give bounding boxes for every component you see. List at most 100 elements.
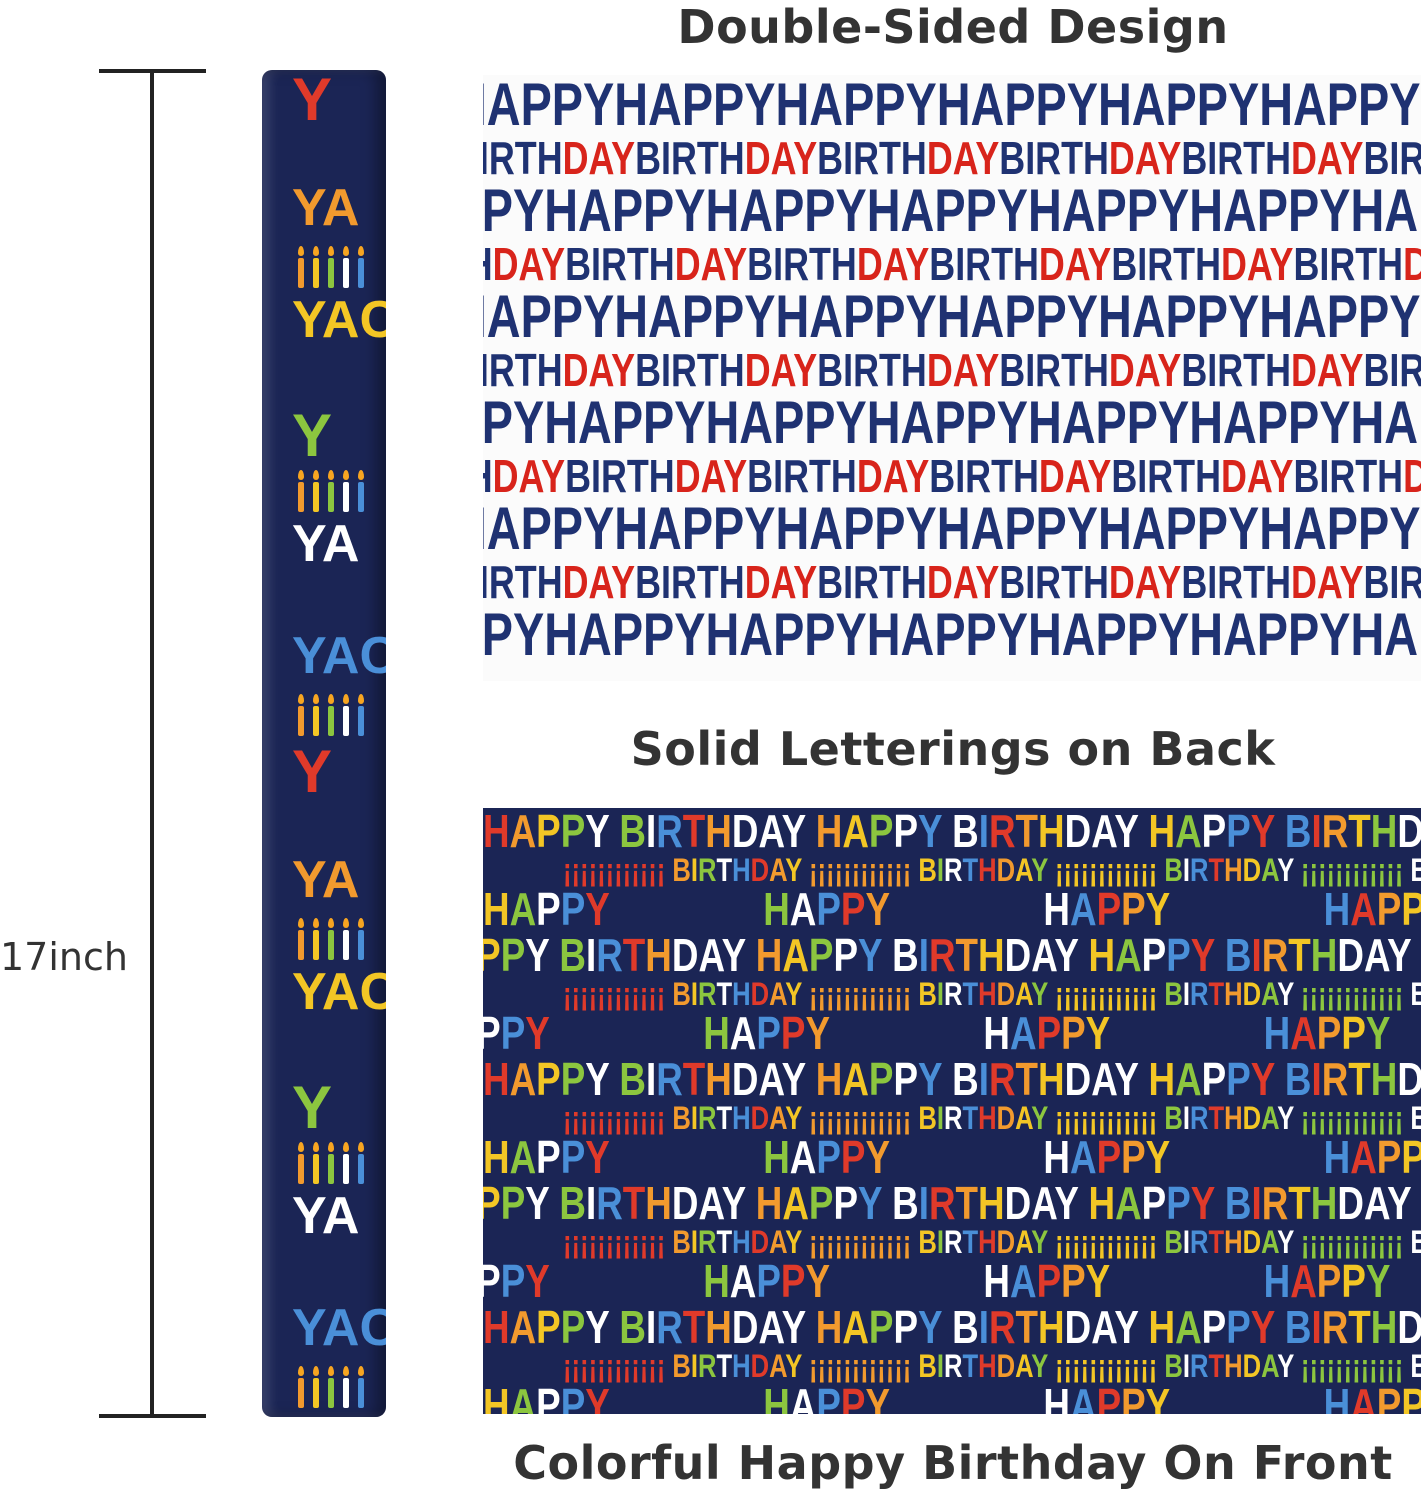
- word-happy: HAPPY: [763, 883, 891, 935]
- flame-icon: [313, 1366, 319, 1376]
- word-day: DAY: [1038, 238, 1112, 290]
- word-happy: HAPPY: [1259, 283, 1421, 350]
- happy-birthday-row: HAPPY BIRTHDAY HAPPY BIRTHDAY HAPPY BIRT…: [483, 1177, 1411, 1229]
- word-happy: HAPPY: [1148, 808, 1275, 857]
- birthday-row: BIRTHDAYBIRTHDAYBIRTHDAYBIRTHDAYBIRTHDAY…: [483, 556, 1421, 608]
- flame-icon: [328, 694, 334, 704]
- word-day: DAY: [562, 344, 636, 396]
- word-happy: HAPPY: [1088, 929, 1215, 981]
- flame-icon: [343, 1142, 349, 1152]
- word-birthday: BIRTHDAY: [918, 976, 1048, 1012]
- flame-icon: [313, 918, 319, 928]
- candle-icon: [328, 482, 334, 512]
- happy-birthday-row: HAPPY BIRTHDAY HAPPY BIRTHDAY HAPPY BIRT…: [483, 808, 1421, 857]
- word-day: DAY: [856, 450, 930, 502]
- word-happy: HAPPY: [1097, 75, 1260, 138]
- word-day: DAY: [1403, 238, 1421, 290]
- measurement-label: 17inch: [0, 935, 128, 979]
- word-happy: HAPPY: [815, 1301, 942, 1353]
- word-birthday: BIRTHDAY: [1410, 976, 1421, 1012]
- flame-icon: [328, 1366, 334, 1376]
- word-happy: HAPPY: [775, 75, 937, 138]
- word-birth: BIRTH: [1111, 450, 1222, 502]
- candle-icon: [298, 482, 304, 512]
- word-day: DAY: [562, 556, 636, 608]
- word-birth: BIRTH: [565, 450, 675, 502]
- word-happy: HAPPY: [1259, 495, 1421, 562]
- word-birthday: BIRTHDAY: [1284, 1053, 1421, 1105]
- word-birth: BIRTH: [483, 344, 563, 396]
- word-birthday: BIRTHDAY: [619, 1053, 806, 1105]
- flame-icon: [358, 1366, 364, 1376]
- flame-icon: [328, 1142, 334, 1152]
- word-birthday: BIRTHDAY: [918, 1224, 1048, 1260]
- roll-letters: YAC: [292, 627, 386, 685]
- candle-icon: [313, 1378, 319, 1408]
- word-happy: HAPPY: [936, 283, 1098, 350]
- flame-icon: [298, 470, 304, 480]
- flame-icon: [358, 918, 364, 928]
- candles: ¡¡¡¡¡¡¡¡¡¡¡¡: [808, 976, 912, 1012]
- word-birthday: BIRTHDAY: [1410, 1100, 1421, 1136]
- word-day: DAY: [1038, 450, 1112, 502]
- word-happy: HAPPY: [614, 283, 776, 350]
- candle-icon: [313, 1154, 319, 1184]
- candles: ¡¡¡¡¡¡¡¡¡¡¡¡: [563, 1100, 666, 1136]
- word-happy: HAPPY: [1263, 1007, 1391, 1059]
- word-day: DAY: [492, 450, 566, 502]
- word-day: DAY: [1108, 344, 1182, 396]
- candle-icon: [358, 258, 364, 288]
- word-day: DAY: [926, 344, 1000, 396]
- word-birth: BIRTH: [1181, 132, 1292, 184]
- roll-letters: YA: [292, 851, 360, 909]
- word-birthday: BIRTHDAY: [619, 808, 806, 857]
- candles: ¡¡¡¡¡¡¡¡¡¡¡¡: [808, 852, 912, 888]
- word-happy: HAPPY: [1189, 177, 1351, 244]
- word-happy: HAPPY: [483, 1177, 550, 1229]
- word-happy: HAPPY: [1088, 1177, 1215, 1229]
- happy-row: HAPPY HAPPY HAPPY HAPPY: [483, 1134, 1421, 1180]
- word-happy: HAPPY: [775, 283, 937, 350]
- word-happy: HAPPY: [1323, 1131, 1421, 1183]
- candles: ¡¡¡¡¡¡¡¡¡¡¡¡: [1054, 1100, 1158, 1136]
- word-happy: HAPPY: [483, 1007, 550, 1059]
- candle-icon: [298, 258, 304, 288]
- word-birthday: BIRTHDAY: [1410, 1224, 1421, 1260]
- word-birthday: BIRTHDAY: [918, 1348, 1048, 1384]
- word-birthday: BIRTHDAY: [1164, 1224, 1294, 1260]
- happy-row: HAPPY HAPPY HAPPY HAPPY: [483, 1382, 1421, 1414]
- word-happy: HAPPY: [983, 1007, 1111, 1059]
- candles-birthday-row: ¡¡¡¡¡¡¡¡¡¡¡¡ BIRTHDAY ¡¡¡¡¡¡¡¡¡¡¡¡ BIRTH…: [563, 1224, 1421, 1260]
- word-birth: BIRTH: [1363, 556, 1421, 608]
- candle-icon: [328, 706, 334, 736]
- birthday-row: BIRTHDAYBIRTHDAYBIRTHDAYBIRTHDAYBIRTHDAY…: [483, 450, 1421, 502]
- word-day: DAY: [1108, 132, 1182, 184]
- word-day: DAY: [1403, 450, 1421, 502]
- word-happy: HAPPY: [483, 1255, 550, 1307]
- candle-icon: [358, 706, 364, 736]
- word-day: DAY: [1291, 556, 1364, 608]
- word-birthday: BIRTHDAY: [1284, 808, 1421, 857]
- flame-icon: [298, 246, 304, 256]
- word-day: DAY: [926, 132, 1000, 184]
- word-birth: BIRTH: [817, 132, 927, 184]
- word-birthday: BIRTHDAY: [1164, 852, 1294, 888]
- candles-birthday-row: ¡¡¡¡¡¡¡¡¡¡¡¡ BIRTHDAY ¡¡¡¡¡¡¡¡¡¡¡¡ BIRTH…: [563, 1348, 1421, 1384]
- candle-icon: [298, 930, 304, 960]
- word-happy: HAPPY: [483, 883, 610, 935]
- candles: ¡¡¡¡¡¡¡¡¡¡¡¡: [808, 1348, 912, 1384]
- word-happy: HAPPY: [483, 389, 545, 456]
- word-birthday: BIRTHDAY: [918, 1100, 1048, 1136]
- word-birthday: BIRTHDAY: [672, 976, 802, 1012]
- candles: ¡¡¡¡¡¡¡¡¡¡¡¡: [1300, 1100, 1404, 1136]
- word-birthday: BIRTHDAY: [892, 1177, 1079, 1229]
- candles-birthday-row: ¡¡¡¡¡¡¡¡¡¡¡¡ BIRTHDAY ¡¡¡¡¡¡¡¡¡¡¡¡ BIRTH…: [563, 1100, 1421, 1136]
- word-happy: HAPPY: [815, 808, 942, 857]
- flame-icon: [343, 1366, 349, 1376]
- word-birth: BIRTH: [1111, 238, 1222, 290]
- flame-icon: [358, 1142, 364, 1152]
- candles-birthday-row: ¡¡¡¡¡¡¡¡¡¡¡¡ BIRTHDAY ¡¡¡¡¡¡¡¡¡¡¡¡ BIRTH…: [563, 976, 1421, 1012]
- front-side-pattern-panel: HAPPY BIRTHDAY HAPPY BIRTHDAY HAPPY BIRT…: [483, 808, 1421, 1414]
- candles: ¡¡¡¡¡¡¡¡¡¡¡¡: [563, 976, 666, 1012]
- word-happy: HAPPY: [483, 601, 545, 668]
